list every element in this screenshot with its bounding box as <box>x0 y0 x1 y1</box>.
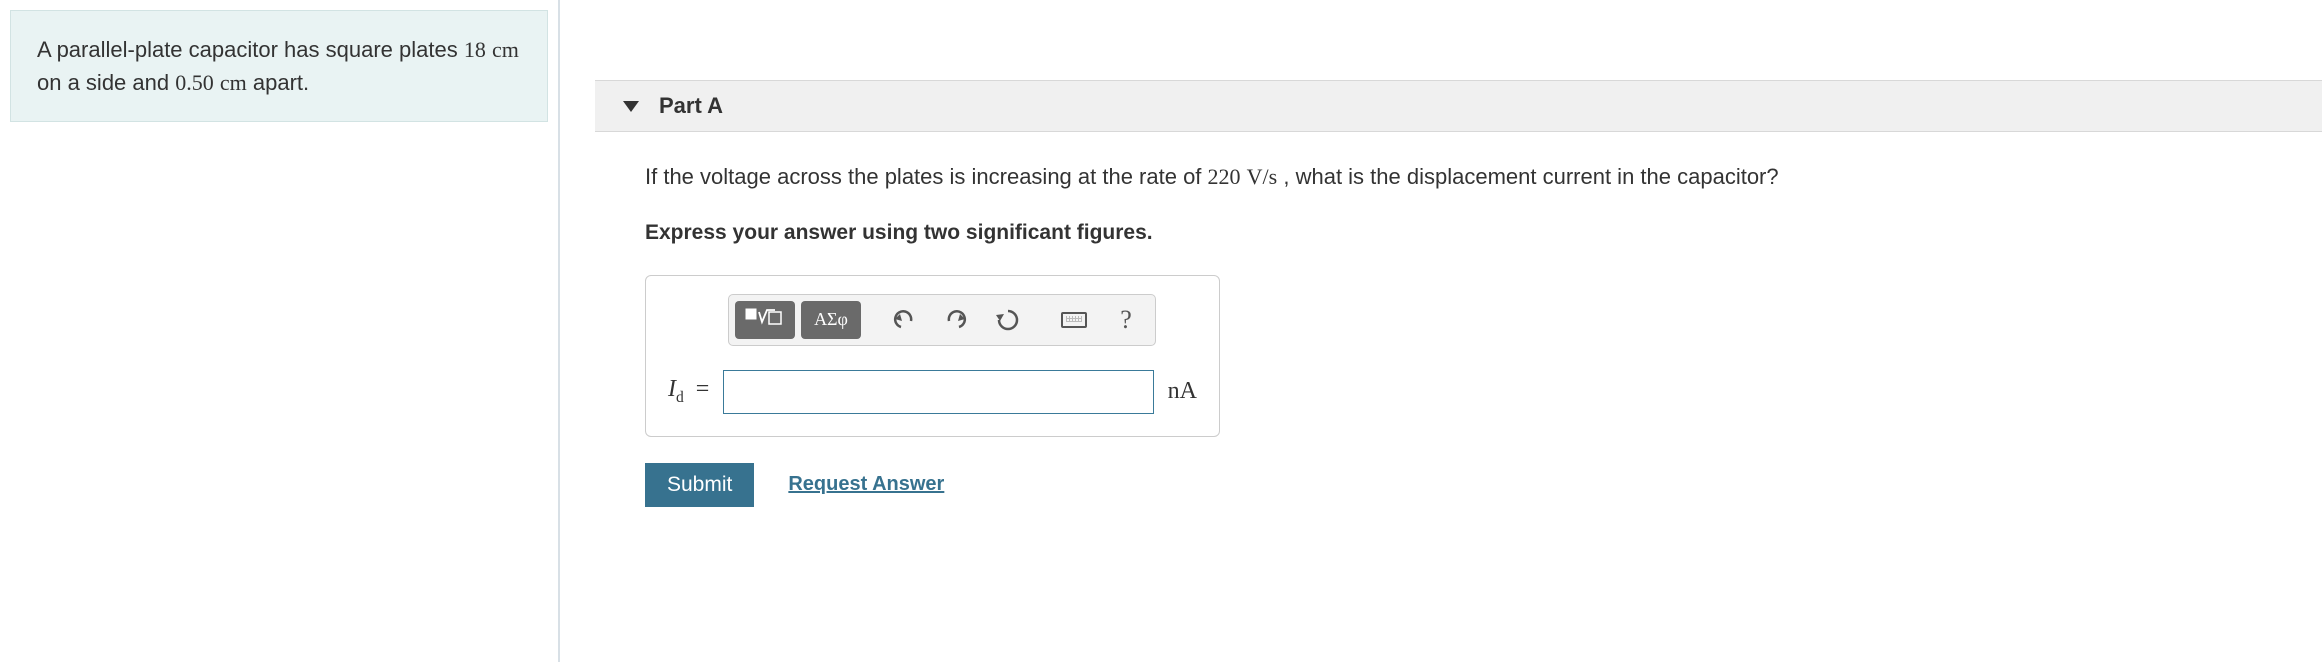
question-suffix: , what is the displacement current in th… <box>1283 164 1778 189</box>
template-button[interactable] <box>735 301 795 339</box>
fraction-root-icon <box>745 308 785 332</box>
redo-button[interactable] <box>933 301 979 339</box>
reset-icon <box>995 307 1021 333</box>
answer-box: ΑΣφ <box>645 275 1220 437</box>
undo-button[interactable] <box>881 301 927 339</box>
answer-instruction: Express your answer using two significan… <box>645 221 2322 245</box>
redo-icon <box>943 309 969 331</box>
question-text: If the voltage across the plates is incr… <box>645 162 2322 193</box>
plate-side-unit: cm <box>492 37 519 62</box>
undo-icon <box>891 309 917 331</box>
help-button[interactable]: ? <box>1103 301 1149 339</box>
keyboard-icon <box>1061 312 1087 328</box>
problem-text-mid: on a side and <box>37 70 175 95</box>
problem-text-prefix: A parallel-plate capacitor has square pl… <box>37 37 464 62</box>
rate-value: 220 <box>1208 164 1241 189</box>
problem-text-suffix: apart. <box>253 70 309 95</box>
question-prefix: If the voltage across the plates is incr… <box>645 164 1208 189</box>
equation-toolbar: ΑΣφ <box>728 294 1156 346</box>
part-title: Part A <box>659 93 723 119</box>
variable-symbol: I <box>668 376 676 402</box>
answer-input[interactable] <box>723 370 1153 414</box>
help-icon: ? <box>1120 305 1132 335</box>
problem-statement: A parallel-plate capacitor has square pl… <box>10 10 548 122</box>
request-answer-link[interactable]: Request Answer <box>788 473 944 496</box>
equals-sign: = <box>696 376 710 402</box>
rate-unit: V/s <box>1247 164 1278 189</box>
plate-side-value: 18 <box>464 37 486 62</box>
variable-subscript: d <box>676 389 684 406</box>
symbols-label: ΑΣφ <box>814 309 848 330</box>
gap-value: 0.50 <box>175 70 214 95</box>
variable-label: Id = <box>668 376 709 407</box>
gap-unit: cm <box>220 70 247 95</box>
submit-button[interactable]: Submit <box>645 463 754 507</box>
reset-button[interactable] <box>985 301 1031 339</box>
keyboard-button[interactable] <box>1051 301 1097 339</box>
part-header[interactable]: Part A <box>595 80 2322 132</box>
answer-unit: nA <box>1168 378 1197 405</box>
symbols-button[interactable]: ΑΣφ <box>801 301 861 339</box>
collapse-icon <box>623 101 639 112</box>
